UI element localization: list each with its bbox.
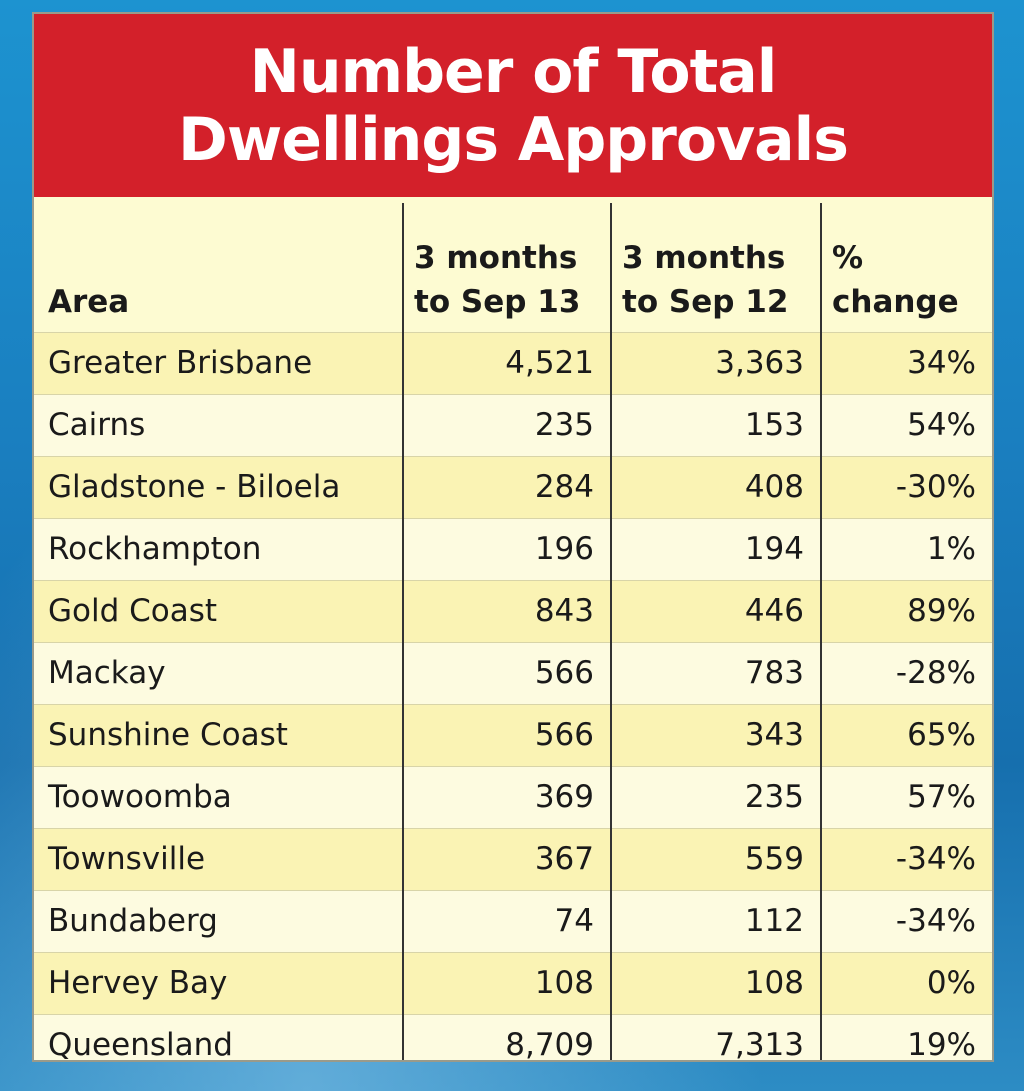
cell-pct-change: 34% bbox=[820, 332, 992, 395]
header-line-1: % bbox=[832, 240, 864, 276]
cell-sep12: 194 bbox=[610, 518, 821, 581]
cell-area: Mackay bbox=[34, 642, 403, 705]
table-row: Bundaberg 74 112 -34% bbox=[34, 890, 992, 953]
table-row: Mackay 566 783 -28% bbox=[34, 642, 992, 705]
header-line-2: to Sep 13 bbox=[414, 284, 581, 320]
cell-sep13: 8,709 bbox=[402, 1014, 611, 1060]
cell-area: Greater Brisbane bbox=[34, 332, 403, 395]
cell-sep12: 783 bbox=[610, 642, 821, 705]
cell-area: Queensland bbox=[34, 1014, 403, 1060]
table-row: Hervey Bay 108 108 0% bbox=[34, 952, 992, 1015]
cell-sep12: 3,363 bbox=[610, 332, 821, 395]
table-row: Queensland 8,709 7,313 19% bbox=[34, 1014, 992, 1060]
cell-sep12: 153 bbox=[610, 394, 821, 457]
cell-sep12: 343 bbox=[610, 704, 821, 767]
cell-sep13: 74 bbox=[402, 890, 611, 953]
cell-sep12: 112 bbox=[610, 890, 821, 953]
header-line-2: Area bbox=[48, 284, 130, 320]
column-header-pct-change: % change bbox=[820, 203, 992, 333]
header-line-1: 3 months bbox=[414, 240, 578, 276]
title-line-1: Number of Total bbox=[249, 36, 778, 107]
table-row: Rockhampton 196 194 1% bbox=[34, 518, 992, 581]
cell-sep12: 559 bbox=[610, 828, 821, 891]
column-header-area: Area bbox=[34, 203, 403, 333]
cell-area: Bundaberg bbox=[34, 890, 403, 953]
cell-sep13: 566 bbox=[402, 642, 611, 705]
cell-pct-change: 54% bbox=[820, 394, 992, 457]
cell-sep13: 4,521 bbox=[402, 332, 611, 395]
cell-sep12: 7,313 bbox=[610, 1014, 821, 1060]
table-row: Gold Coast 843 446 89% bbox=[34, 580, 992, 643]
title-banner: Number of Total Dwellings Approvals bbox=[34, 14, 992, 197]
cell-pct-change: -34% bbox=[820, 828, 992, 891]
cell-pct-change: 65% bbox=[820, 704, 992, 767]
title-line-2: Dwellings Approvals bbox=[178, 104, 849, 175]
approvals-table: Area 3 months to Sep 13 3 months to Sep … bbox=[34, 203, 992, 1060]
cell-sep13: 369 bbox=[402, 766, 611, 829]
cell-sep13: 843 bbox=[402, 580, 611, 643]
cell-pct-change: 57% bbox=[820, 766, 992, 829]
cell-area: Toowoomba bbox=[34, 766, 403, 829]
cell-area: Gold Coast bbox=[34, 580, 403, 643]
cell-sep13: 367 bbox=[402, 828, 611, 891]
column-header-sep12: 3 months to Sep 12 bbox=[610, 203, 821, 333]
cell-sep13: 108 bbox=[402, 952, 611, 1015]
cell-sep13: 235 bbox=[402, 394, 611, 457]
cell-pct-change: 1% bbox=[820, 518, 992, 581]
cell-area: Gladstone - Biloela bbox=[34, 456, 403, 519]
header-line-1: 3 months bbox=[622, 240, 786, 276]
cell-sep13: 196 bbox=[402, 518, 611, 581]
cell-pct-change: -34% bbox=[820, 890, 992, 953]
cell-pct-change: 19% bbox=[820, 1014, 992, 1060]
cell-pct-change: -28% bbox=[820, 642, 992, 705]
table-card: Number of Total Dwellings Approvals Area… bbox=[32, 12, 994, 1062]
header-line-2: to Sep 12 bbox=[622, 284, 789, 320]
table-row: Sunshine Coast 566 343 65% bbox=[34, 704, 992, 767]
cell-pct-change: -30% bbox=[820, 456, 992, 519]
cell-sep13: 284 bbox=[402, 456, 611, 519]
table-row: Townsville 367 559 -34% bbox=[34, 828, 992, 891]
table-row: Toowoomba 369 235 57% bbox=[34, 766, 992, 829]
cell-area: Cairns bbox=[34, 394, 403, 457]
cell-area: Hervey Bay bbox=[34, 952, 403, 1015]
cell-area: Sunshine Coast bbox=[34, 704, 403, 767]
cell-area: Townsville bbox=[34, 828, 403, 891]
header-line-2: change bbox=[832, 284, 959, 320]
header-row: Area 3 months to Sep 13 3 months to Sep … bbox=[34, 203, 992, 333]
cell-sep13: 566 bbox=[402, 704, 611, 767]
table-row: Cairns 235 153 54% bbox=[34, 394, 992, 457]
column-header-sep13: 3 months to Sep 13 bbox=[402, 203, 611, 333]
table-row: Greater Brisbane 4,521 3,363 34% bbox=[34, 332, 992, 395]
table-row: Gladstone - Biloela 284 408 -30% bbox=[34, 456, 992, 519]
cell-pct-change: 0% bbox=[820, 952, 992, 1015]
cell-sep12: 446 bbox=[610, 580, 821, 643]
cell-sep12: 235 bbox=[610, 766, 821, 829]
cell-pct-change: 89% bbox=[820, 580, 992, 643]
cell-sep12: 108 bbox=[610, 952, 821, 1015]
cell-sep12: 408 bbox=[610, 456, 821, 519]
cell-area: Rockhampton bbox=[34, 518, 403, 581]
